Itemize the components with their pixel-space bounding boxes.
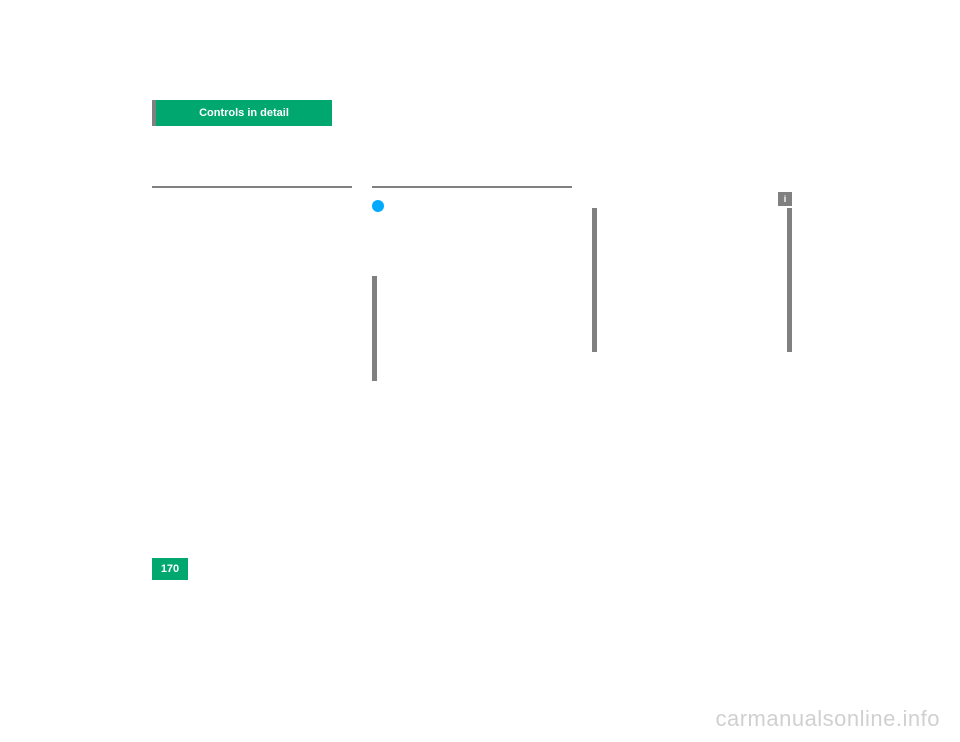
info-icon: i	[778, 192, 792, 206]
manual-page: Controls in detail Automatic transmissio…	[152, 100, 808, 600]
col3-paragraph-1: Never change the program mode when the g…	[592, 170, 792, 200]
section-tab-label: Controls in detail	[199, 107, 289, 119]
section-subtitle: Automatic transmission	[162, 132, 276, 144]
col1-paragraph-2: Your vehicle is equipped with an automat…	[152, 236, 352, 311]
page-number-badge: 170	[152, 558, 188, 580]
col2-info-text: The selected shift program mode is shown…	[387, 276, 572, 381]
section-tab: Controls in detail	[152, 100, 332, 126]
col1-paragraph-1: The automatic shift program is available…	[152, 198, 352, 228]
divider	[372, 186, 572, 188]
watermark-text: carmanualsonline.info	[715, 706, 940, 732]
bullet-icon	[372, 200, 384, 212]
col1-title: Automatic shift program	[152, 170, 352, 182]
col2-title: Program mode selector switch	[372, 170, 572, 182]
info-box: The selected shift program mode is shown…	[372, 276, 572, 381]
divider	[152, 186, 352, 188]
col2-bullet-text: Press the program mode selector switch r…	[392, 198, 572, 258]
page-number: 170	[161, 563, 179, 575]
info-box-with-label: i The last selected shift program mode (…	[592, 208, 792, 352]
column-1: Automatic shift program The automatic sh…	[152, 170, 352, 319]
column-2: Program mode selector switch Press the p…	[372, 170, 572, 389]
instruction-row: Press the program mode selector switch r…	[372, 198, 572, 266]
column-3: Never change the program mode when the g…	[592, 170, 792, 352]
col3-info-text: The last selected shift program mode (S …	[607, 216, 777, 336]
